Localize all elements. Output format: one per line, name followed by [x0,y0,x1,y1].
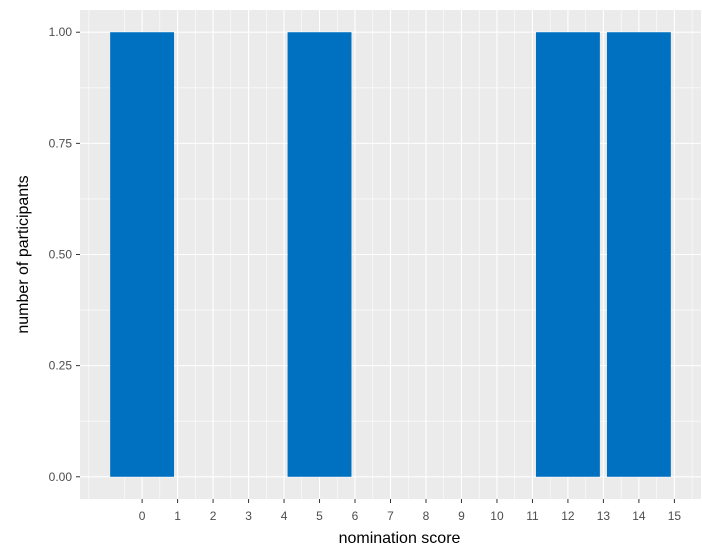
x-tick-label: 12 [561,509,575,523]
x-tick-label: 0 [139,509,146,523]
x-tick-label: 11 [526,509,539,523]
bar-3 [606,32,671,477]
y-tick-label: 0.25 [49,359,73,373]
y-tick-label: 0.50 [49,248,73,262]
bars [110,32,671,477]
y-tick-label: 1.00 [49,25,73,39]
x-tick-label: 15 [668,509,682,523]
y-axis-title: number of participants [15,175,32,333]
x-tick-label: 2 [210,509,217,523]
x-tick-label: 9 [458,509,465,523]
x-tick-label: 5 [316,509,323,523]
x-tick-label: 14 [632,509,646,523]
x-tick-label: 4 [281,509,288,523]
bar-0 [110,32,175,477]
x-axis-title: nomination score [339,530,461,547]
x-tick-label: 1 [174,509,181,523]
bar-1 [287,32,352,477]
axes: 0 1 2 3 4 5 6 7 8 9 10 11 12 13 14 150.000.250.500.751.… [49,25,682,523]
y-tick-label: 0.75 [49,136,73,150]
bar-2 [535,32,600,477]
x-tick-label: 3 [245,509,252,523]
x-tick-label: 6 [352,509,359,523]
x-tick-label: 7 [387,509,394,523]
y-tick-label: 0.00 [49,470,73,484]
x-tick-label: 8 [423,509,430,523]
x-tick-label: 13 [597,509,611,523]
x-tick-label: 10 [490,509,504,523]
